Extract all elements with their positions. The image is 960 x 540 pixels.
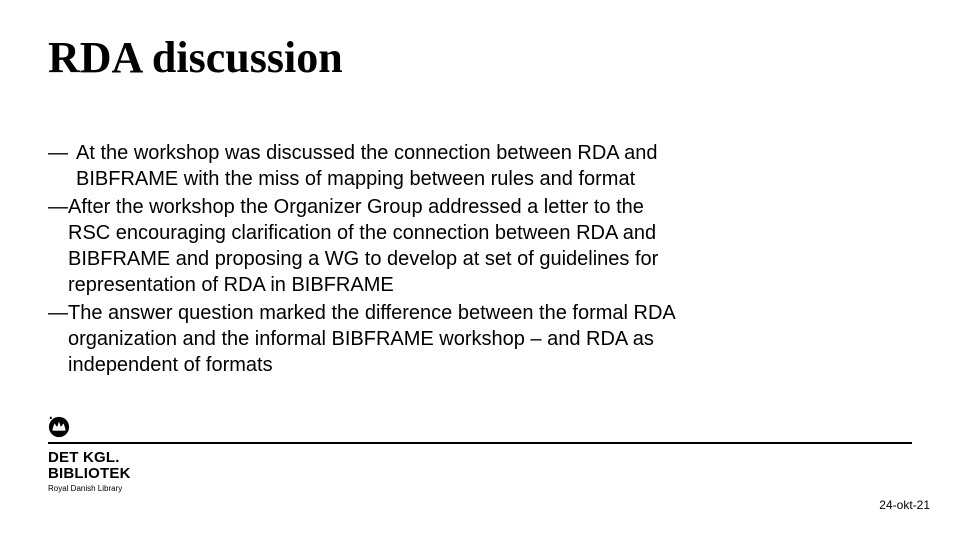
- bullet-item: ― The answer question marked the differe…: [48, 300, 688, 378]
- logo-subtitle: Royal Danish Library: [48, 484, 131, 493]
- bullet-dash: ―: [48, 140, 76, 192]
- bullet-dash: ―: [48, 194, 68, 298]
- bullet-text: The answer question marked the differenc…: [68, 300, 688, 378]
- bullet-item: ― At the workshop was discussed the conn…: [48, 140, 688, 192]
- logo-line1: DET KGL.: [48, 450, 131, 466]
- slide-body: ― At the workshop was discussed the conn…: [48, 140, 688, 380]
- bullet-text: After the workshop the Organizer Group a…: [68, 194, 688, 298]
- logo-line2: BIBLIOTEK: [48, 466, 131, 482]
- footer-logo-text-block: DET KGL. BIBLIOTEK Royal Danish Library: [48, 450, 131, 493]
- bullet-text: At the workshop was discussed the connec…: [76, 140, 688, 192]
- footer-rule: [48, 442, 912, 444]
- slide-title: RDA discussion: [48, 32, 343, 83]
- bullet-dash: ―: [48, 300, 68, 378]
- footer-logo: [48, 416, 188, 440]
- crown-icon: [48, 416, 70, 438]
- footer-date: 24-okt-21: [879, 498, 930, 512]
- bullet-item: ― After the workshop the Organizer Group…: [48, 194, 688, 298]
- slide: RDA discussion ― At the workshop was dis…: [0, 0, 960, 540]
